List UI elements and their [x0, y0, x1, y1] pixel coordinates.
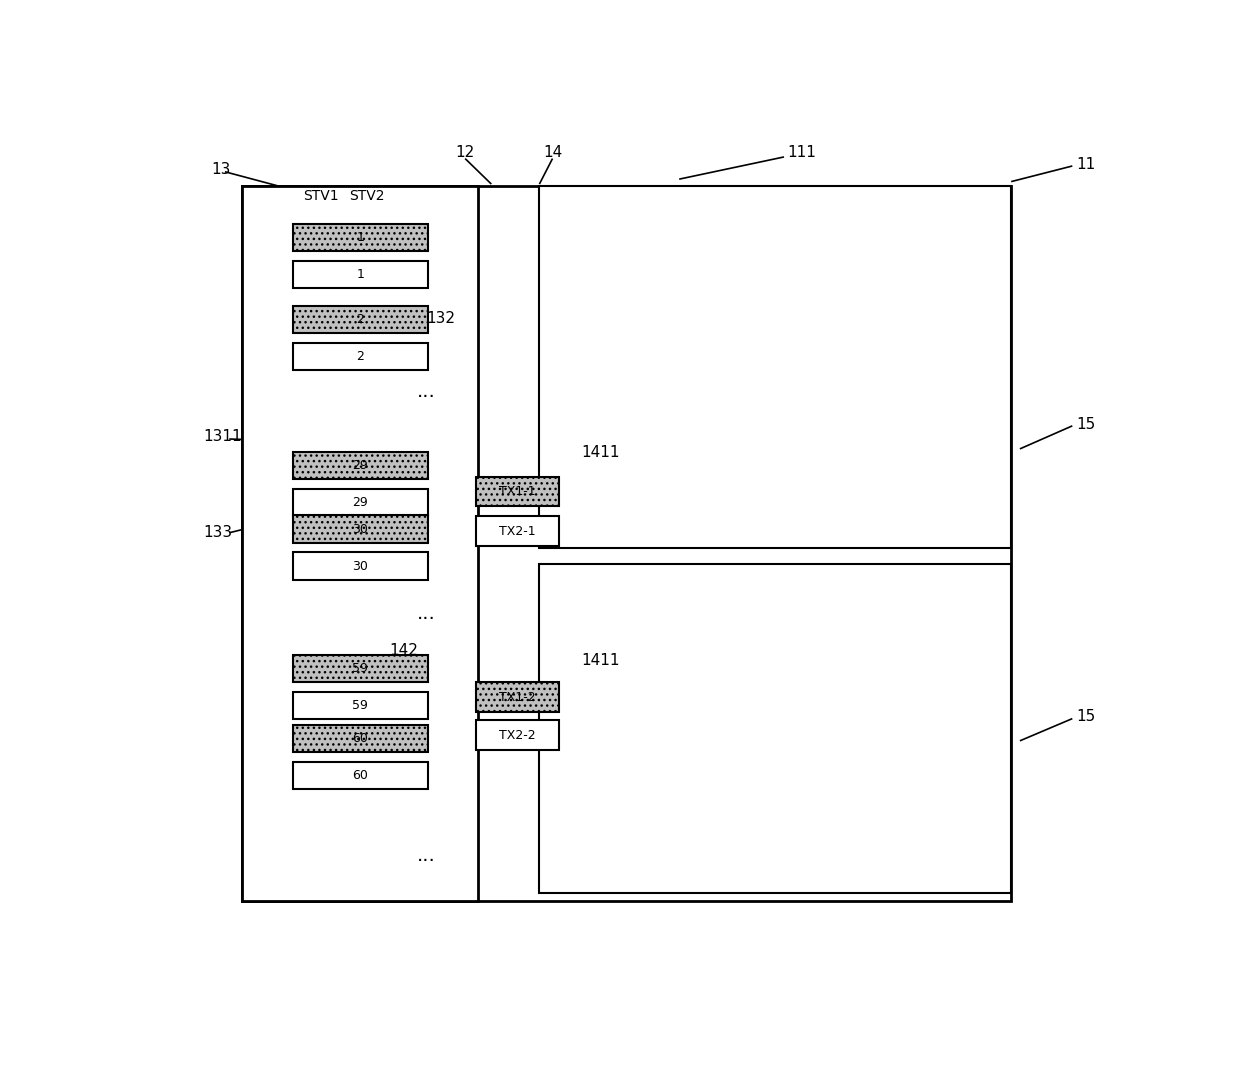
Text: 142: 142	[389, 643, 418, 658]
Text: 1411: 1411	[582, 653, 620, 668]
Text: TX2-2: TX2-2	[500, 728, 536, 741]
Bar	[476, 516, 559, 546]
Bar	[293, 656, 428, 682]
Text: 30: 30	[352, 522, 368, 535]
Text: 133: 133	[203, 525, 232, 540]
Text: 29: 29	[352, 459, 368, 472]
Text: STV2: STV2	[348, 189, 384, 203]
Text: 2: 2	[356, 313, 365, 326]
Text: 1: 1	[356, 231, 365, 244]
Text: 15: 15	[1076, 417, 1096, 431]
Text: 30: 30	[352, 560, 368, 572]
Text: 2: 2	[356, 350, 365, 363]
Text: 11: 11	[1076, 157, 1096, 172]
Text: 59: 59	[352, 700, 368, 712]
Text: 29: 29	[352, 497, 368, 509]
Text: 1: 1	[356, 268, 365, 281]
Text: TX2-1: TX2-1	[500, 524, 536, 537]
Text: 132: 132	[425, 312, 455, 327]
Bar	[293, 261, 428, 287]
Text: TX1-2: TX1-2	[500, 691, 536, 704]
Bar	[539, 186, 1011, 548]
Bar	[476, 682, 559, 712]
Text: 12: 12	[455, 145, 475, 160]
Bar	[293, 552, 428, 580]
Text: 60: 60	[352, 733, 368, 745]
Text: 111: 111	[787, 145, 816, 160]
Bar	[242, 186, 1011, 901]
Bar	[293, 452, 428, 480]
Text: 14: 14	[543, 145, 562, 160]
Text: ...: ...	[417, 847, 435, 865]
Text: 60: 60	[352, 769, 368, 782]
Text: 59: 59	[352, 662, 368, 675]
Text: STV1: STV1	[303, 189, 339, 203]
Bar	[293, 692, 428, 720]
Text: 13: 13	[212, 161, 231, 177]
Text: 1411: 1411	[582, 445, 620, 460]
Bar	[293, 516, 428, 543]
Text: TX1-1: TX1-1	[500, 485, 536, 498]
Bar	[242, 186, 479, 901]
Bar	[293, 343, 428, 370]
Bar	[476, 720, 559, 750]
Text: 15: 15	[1076, 709, 1096, 724]
Bar	[293, 489, 428, 516]
Text: 1311: 1311	[203, 429, 242, 444]
Bar	[293, 305, 428, 333]
Bar	[293, 223, 428, 251]
Text: ...: ...	[417, 603, 435, 623]
Bar	[293, 763, 428, 789]
Bar	[293, 725, 428, 752]
Bar	[539, 564, 1011, 893]
Text: ...: ...	[417, 382, 435, 400]
Bar	[476, 476, 559, 506]
